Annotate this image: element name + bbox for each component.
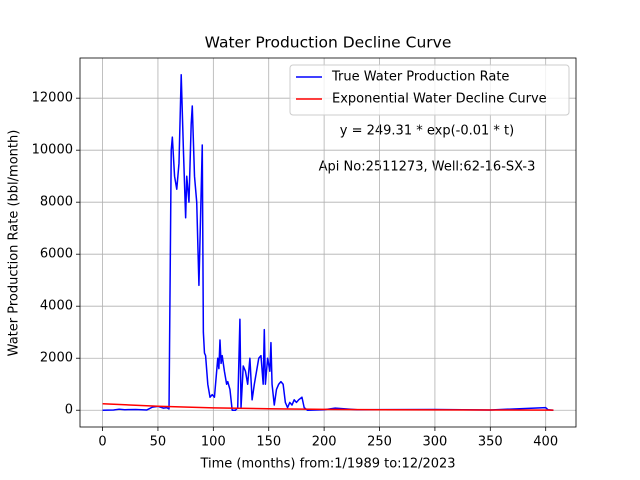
plot-frame xyxy=(79,57,577,428)
x-tick-label: 0 xyxy=(98,435,106,450)
legend-label: Exponential Water Decline Curve xyxy=(332,92,547,107)
chart-title: Water Production Decline Curve xyxy=(205,34,452,52)
x-tick-label: 400 xyxy=(533,435,558,450)
annotation: Api No:2511273, Well:62-16-SX-3 xyxy=(319,160,536,175)
x-tick-label: 100 xyxy=(201,435,226,450)
y-tick-label: 0 xyxy=(65,403,73,418)
x-axis-label: Time (months) from:1/1989 to:12/2023 xyxy=(199,457,455,472)
x-tick-label: 300 xyxy=(422,435,447,450)
x-tick-label: 350 xyxy=(478,435,503,450)
x-tick-label: 250 xyxy=(367,435,392,450)
y-tick-label: 8000 xyxy=(40,195,73,210)
y-axis-label: Water Production Rate (bbl/month) xyxy=(7,130,22,357)
y-tick-label: 2000 xyxy=(40,351,73,366)
legend-label: True Water Production Rate xyxy=(331,70,509,85)
legend-box xyxy=(289,64,570,116)
x-tick-label: 200 xyxy=(312,435,337,450)
x-tick-label: 50 xyxy=(150,435,167,450)
y-tick-label: 6000 xyxy=(40,247,73,262)
y-tick-label: 10000 xyxy=(32,143,73,158)
data-line xyxy=(102,402,554,411)
y-tick-label: 12000 xyxy=(32,91,73,106)
x-tick-label: 150 xyxy=(256,435,281,450)
data-line xyxy=(102,74,554,411)
y-tick-label: 4000 xyxy=(40,299,73,314)
annotation: y = 249.31 * exp(-0.01 * t) xyxy=(340,124,514,139)
